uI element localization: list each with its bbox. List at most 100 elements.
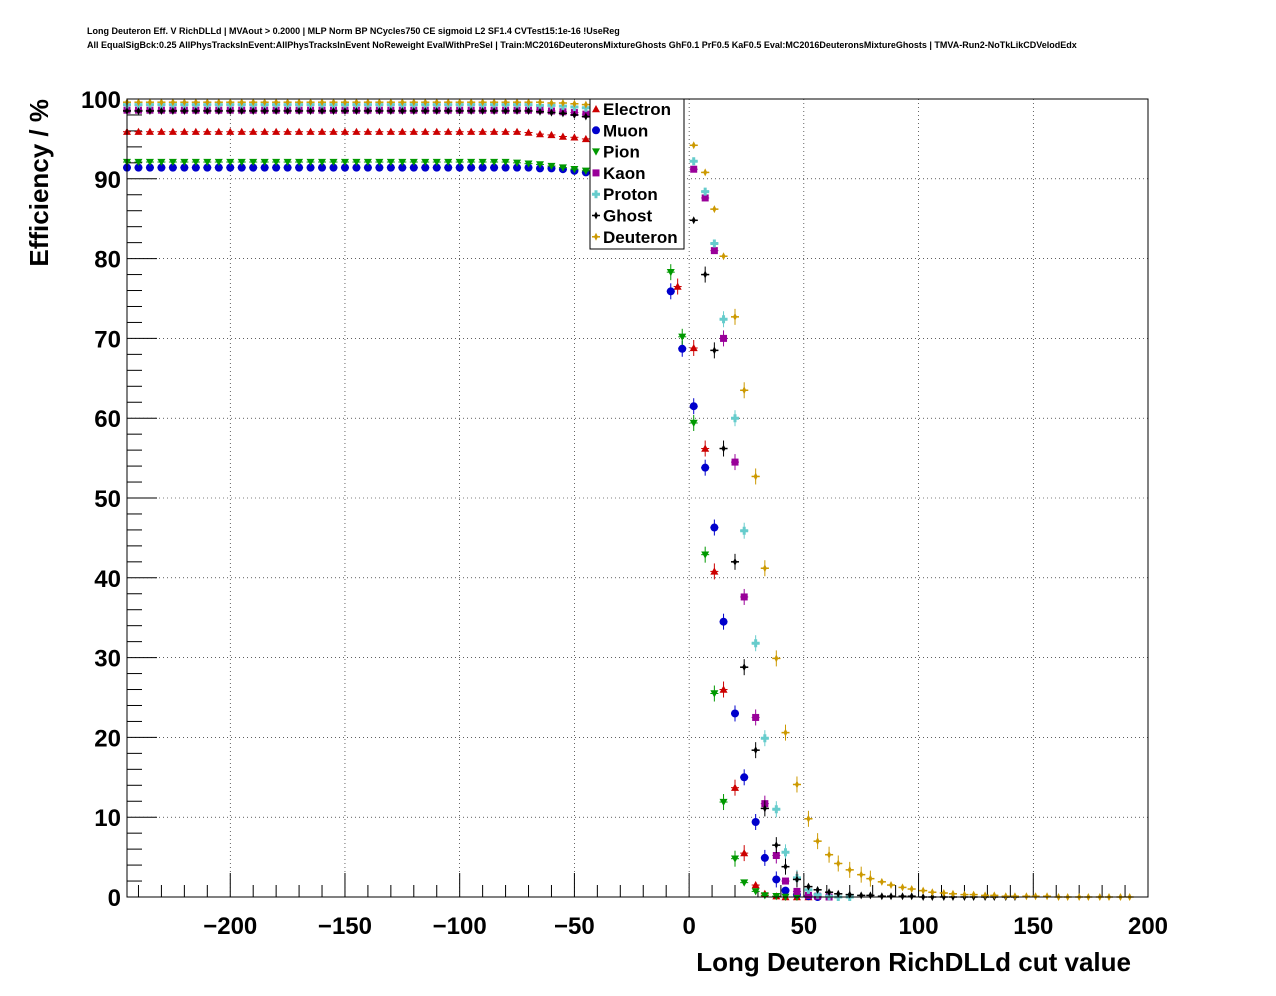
data-point	[318, 158, 327, 167]
x-tick-label: −50	[554, 913, 595, 940]
data-point	[409, 163, 418, 172]
data-point	[363, 158, 372, 167]
data-point	[490, 127, 499, 135]
data-point	[751, 639, 760, 648]
data-point	[478, 163, 487, 172]
data-point	[432, 158, 441, 167]
y-tick-label: 90	[94, 167, 121, 194]
legend-marker	[592, 105, 600, 113]
data-point	[673, 282, 682, 290]
data-point	[363, 163, 372, 172]
data-point	[340, 127, 349, 135]
data-point	[134, 163, 143, 172]
data-point	[214, 127, 223, 135]
data-point	[375, 163, 384, 172]
data-point	[719, 798, 728, 807]
data-point	[467, 163, 476, 172]
data-point	[455, 163, 464, 172]
data-point	[719, 315, 728, 324]
data-point	[751, 881, 760, 889]
legend-label: Electron	[603, 100, 671, 119]
legend: Electron Muon Pion Kaon Proton Ghost Deuteron	[589, 98, 685, 250]
chart-title-line-2: All EqualSigBck:0.25 AllPhysTracksInEven…	[87, 40, 1077, 50]
data-point	[689, 402, 698, 411]
x-tick-label: 150	[1013, 913, 1053, 940]
legend-label: Kaon	[603, 164, 646, 183]
x-tick-label: 50	[790, 913, 817, 940]
x-tick-label: −100	[433, 913, 487, 940]
data-point	[421, 127, 430, 135]
data-point	[751, 888, 760, 896]
data-point	[501, 163, 510, 172]
data-point	[710, 567, 719, 575]
data-point	[731, 414, 740, 423]
data-point	[455, 158, 464, 167]
data-point	[793, 887, 801, 895]
data-point	[318, 163, 327, 172]
data-point	[581, 167, 590, 175]
data-point	[455, 127, 464, 135]
legend-label: Pion	[603, 143, 640, 162]
data-point	[689, 419, 698, 427]
data-point	[386, 158, 395, 167]
tick-labels: −200 −150 −100 −50 0 50 100 150 200 0 10 20 30 40 50 60…	[81, 87, 1168, 940]
data-point	[249, 158, 258, 167]
series-pion	[123, 158, 801, 901]
data-point	[740, 773, 749, 782]
data-point	[513, 159, 522, 167]
data-point	[375, 158, 384, 167]
data-point	[421, 163, 430, 172]
data-point	[272, 158, 281, 167]
data-point	[740, 593, 748, 601]
data-point	[283, 158, 292, 167]
data-point	[145, 127, 154, 135]
data-point	[740, 526, 749, 535]
legend-box	[589, 98, 685, 250]
data-point	[329, 127, 338, 135]
data-point	[760, 853, 769, 862]
data-point	[701, 194, 709, 202]
data-point	[690, 165, 698, 173]
data-point	[719, 617, 728, 626]
data-point	[421, 158, 430, 167]
data-point	[432, 163, 441, 172]
data-point	[168, 158, 177, 167]
data-point	[558, 164, 567, 172]
data-point	[444, 163, 453, 172]
data-point	[318, 127, 327, 135]
data-point	[272, 163, 281, 172]
data-point	[168, 127, 177, 135]
data-point	[513, 127, 522, 135]
y-tick-label: 30	[94, 646, 121, 673]
data-point	[547, 130, 556, 139]
data-point	[203, 127, 212, 135]
data-point	[409, 127, 418, 135]
legend-label: Muon	[603, 121, 648, 140]
data-point	[283, 163, 292, 172]
data-point	[340, 163, 349, 172]
data-point	[752, 713, 760, 721]
data-point	[191, 158, 200, 167]
series-electron	[123, 127, 813, 901]
data-point	[467, 158, 476, 167]
data-point	[272, 127, 281, 135]
data-point	[134, 158, 143, 167]
data-point	[710, 690, 719, 698]
y-axis-label: Efficiency / %	[24, 99, 54, 267]
data-point	[398, 158, 407, 167]
data-point	[260, 158, 269, 167]
data-point	[329, 163, 338, 172]
data-point	[237, 127, 246, 135]
data-point	[329, 158, 338, 167]
legend-marker	[592, 126, 600, 135]
data-point	[295, 127, 304, 135]
data-point	[352, 163, 361, 172]
data-point	[547, 162, 556, 171]
data-point	[731, 458, 739, 466]
data-point	[720, 334, 728, 342]
data-point	[352, 127, 361, 135]
data-point	[191, 127, 200, 135]
data-point	[180, 158, 189, 167]
data-point	[740, 879, 749, 887]
data-point	[237, 158, 246, 167]
